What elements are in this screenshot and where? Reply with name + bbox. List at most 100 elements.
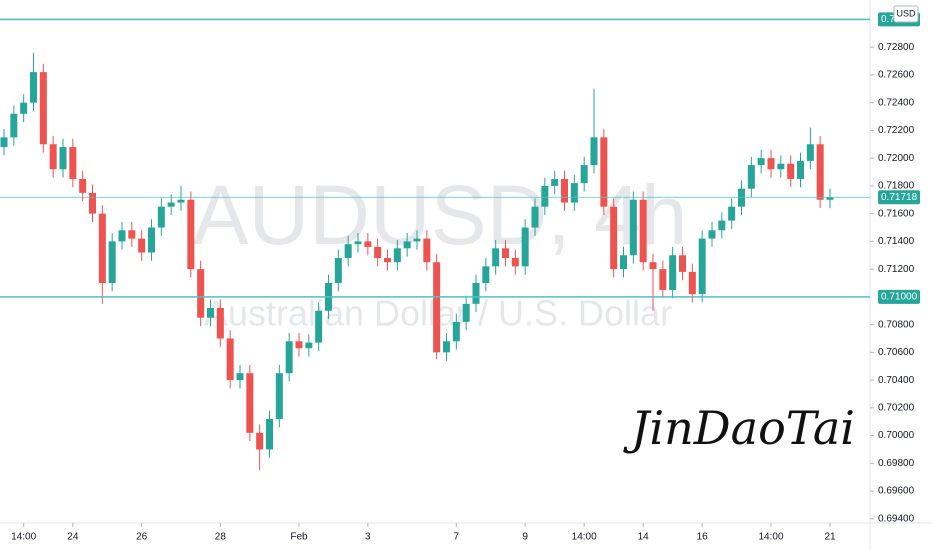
candle-body — [639, 199, 647, 263]
candle-body — [728, 206, 736, 221]
x-tick-label: 24 — [67, 532, 79, 543]
candle-body — [787, 163, 795, 179]
candle-body — [266, 418, 273, 450]
candle-body — [620, 255, 627, 270]
candle-body — [462, 303, 470, 322]
candle-body — [521, 227, 529, 267]
candle-body — [452, 321, 460, 342]
y-tick-label: 0.71600 — [878, 208, 915, 219]
candle-body — [738, 188, 745, 207]
candle-body — [747, 165, 755, 189]
x-tick-label: 28 — [215, 532, 227, 543]
candle-body — [610, 206, 618, 270]
candle-body — [561, 178, 568, 203]
x-tick-label: 14 — [638, 532, 650, 543]
x-tick-label: 14:00 — [11, 532, 36, 543]
x-tick-label: 3 — [365, 532, 371, 543]
candle-body — [649, 262, 657, 270]
candle-body — [531, 206, 539, 228]
candle-body — [580, 165, 588, 184]
y-tick-label: 0.70400 — [878, 375, 915, 386]
candle-body — [148, 227, 155, 253]
candle-body — [482, 266, 490, 284]
candle-body — [590, 137, 598, 166]
candle-body — [69, 147, 77, 179]
candle-body — [197, 269, 205, 318]
candle-body — [433, 262, 441, 353]
candle-body — [344, 244, 352, 259]
candle-body — [393, 248, 401, 263]
candle-body — [688, 271, 696, 295]
candle-body — [315, 310, 323, 343]
price-label-box — [878, 190, 920, 205]
candle-body — [551, 178, 559, 186]
candle-body — [20, 102, 28, 114]
candle-body — [541, 185, 549, 207]
candle-body — [226, 338, 234, 381]
y-tick-label: 0.71400 — [878, 236, 915, 247]
candle-body — [0, 137, 8, 148]
y-tick-label: 0.72600 — [878, 70, 915, 81]
candle-body — [767, 158, 775, 170]
candle-body — [334, 258, 342, 284]
candle-body — [246, 373, 254, 433]
price-label-box — [878, 289, 920, 304]
candle-body — [89, 192, 96, 214]
candle-body — [502, 248, 509, 259]
y-tick-label: 0.69400 — [878, 513, 915, 524]
candle-body — [30, 72, 37, 103]
candle-body — [600, 137, 608, 207]
y-tick-label: 0.71200 — [878, 264, 915, 275]
candle-body — [384, 258, 391, 263]
candle-body — [187, 199, 195, 270]
candle-body — [698, 238, 706, 295]
candle-body — [236, 373, 244, 381]
candle-body — [423, 238, 431, 263]
candle-body — [629, 199, 637, 256]
candle-body — [826, 196, 834, 200]
currency-badge[interactable] — [893, 5, 919, 23]
x-tick-label: 7 — [454, 532, 460, 543]
candle-body — [718, 220, 726, 231]
candle-body — [207, 307, 214, 318]
x-tick-label: 26 — [136, 532, 148, 543]
candle-body — [39, 72, 47, 145]
candle-body — [79, 178, 87, 193]
candle-body — [177, 199, 185, 203]
y-tick-label: 0.72200 — [878, 125, 915, 136]
y-tick-label: 0.70800 — [878, 319, 915, 330]
candle-body — [275, 373, 283, 419]
y-tick-label: 0.72400 — [878, 97, 915, 108]
candle-body — [374, 246, 382, 259]
candle-body — [10, 113, 18, 138]
candle-body — [354, 241, 362, 245]
y-tick-label: 0.70200 — [878, 402, 915, 413]
y-tick-label: 0.70000 — [878, 430, 915, 441]
candle-body — [157, 206, 165, 228]
candle-body — [118, 230, 126, 242]
x-tick-label: 14:00 — [572, 532, 597, 543]
price-label: 0.71000 — [881, 292, 918, 303]
candle-body — [679, 255, 686, 272]
candle-body — [669, 255, 677, 290]
candle-body — [511, 258, 519, 267]
y-tick-label: 0.69600 — [878, 486, 915, 497]
candle-body — [364, 241, 372, 247]
price-label: 0.71718 — [881, 192, 918, 203]
candle-body — [797, 160, 804, 179]
candle-body — [806, 144, 814, 161]
candle-body — [49, 144, 57, 170]
candle-body — [285, 341, 293, 374]
candle-body — [128, 230, 136, 239]
candle-body — [472, 283, 480, 304]
signature: JinDaoTai — [623, 401, 855, 455]
x-tick-label: 14:00 — [758, 532, 783, 543]
candle-body — [413, 238, 421, 242]
candle-body — [256, 432, 264, 450]
y-tick-label: 0.72800 — [878, 42, 915, 53]
x-tick-label: 9 — [522, 532, 528, 543]
candle-body — [443, 341, 450, 353]
candle-body — [708, 230, 716, 239]
